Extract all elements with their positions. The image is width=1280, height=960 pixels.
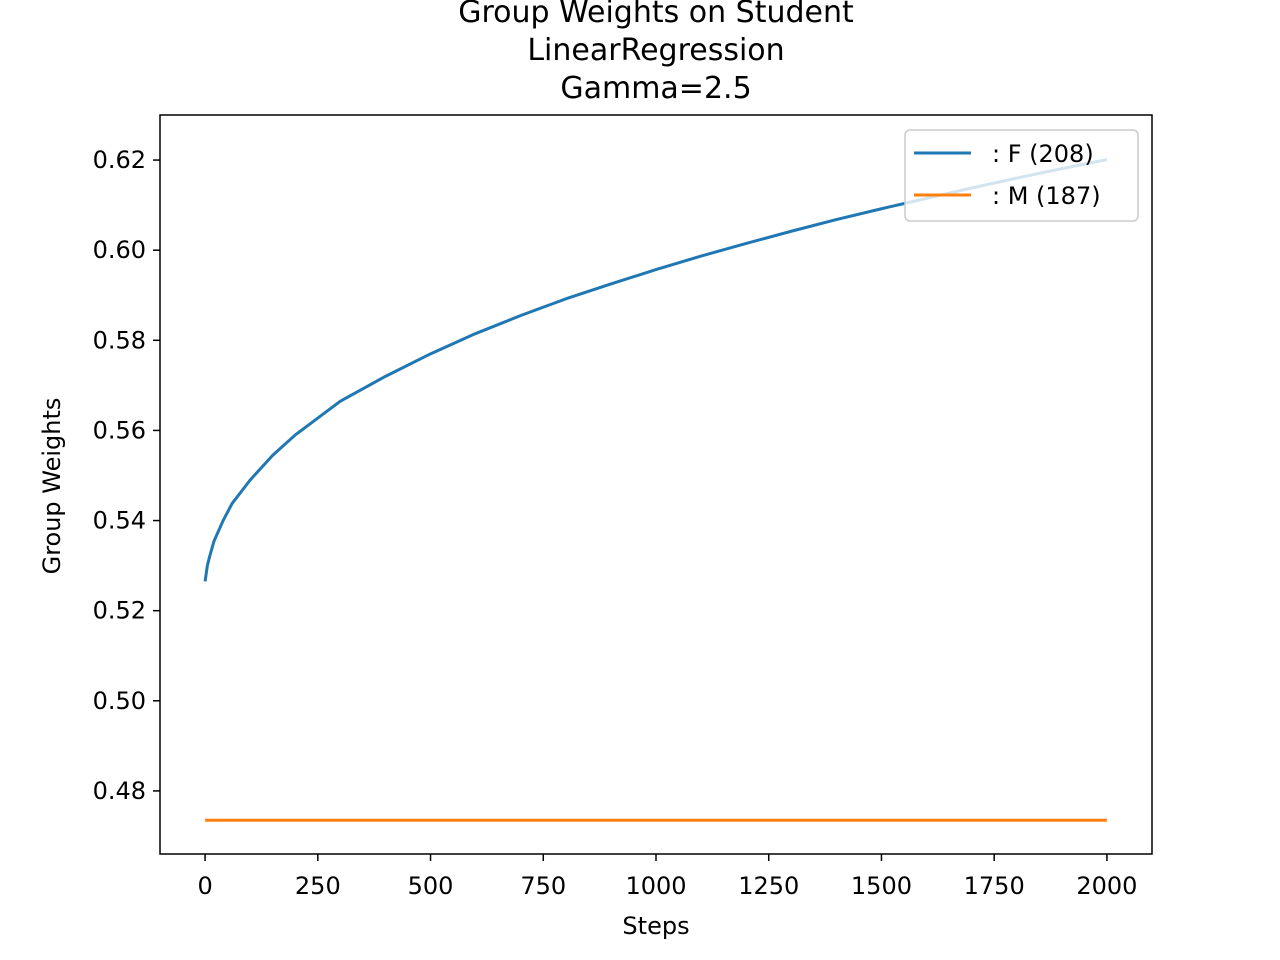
chart-title-line: Gamma=2.5 (560, 71, 751, 106)
plot-frame (159, 114, 1153, 855)
chart-title-line: LinearRegression (527, 33, 784, 68)
legend-label: : F (208) (992, 140, 1094, 168)
y-axis-ticks: 0.48 0.50 0.52 0.54 0.56 0.58 0.60 0.62 (93, 146, 160, 805)
legend-label: : M (187) (992, 182, 1101, 210)
plot-area (203, 158, 1108, 822)
legend: : F (208) : M (187) (904, 129, 1139, 222)
y-tick-label: 0.48 (93, 777, 146, 805)
series-line-f (203, 158, 1108, 582)
y-tick-label: 0.60 (93, 236, 146, 264)
y-tick-label: 0.62 (93, 146, 146, 174)
x-tick-label: 0 (197, 872, 212, 900)
chart-title-line: Group Weights on Student (458, 0, 854, 30)
chart-title: Group Weights on StudentLinearRegression… (458, 0, 854, 106)
x-tick-label: 1500 (851, 872, 912, 900)
y-tick-label: 0.52 (93, 597, 146, 625)
x-tick-label: 1250 (738, 872, 799, 900)
y-tick-label: 0.56 (93, 416, 146, 444)
x-axis-ticks: 0 250 500 750 1000 1250 1500 1750 2000 (197, 854, 1137, 900)
x-tick-label: 750 (520, 872, 566, 900)
x-tick-label: 500 (408, 872, 454, 900)
x-tick-label: 2000 (1076, 872, 1137, 900)
x-tick-label: 1750 (964, 872, 1025, 900)
y-tick-label: 0.58 (93, 326, 146, 354)
x-axis-label: Steps (622, 912, 689, 940)
series-group (203, 158, 1108, 822)
y-axis-label: Group Weights (38, 398, 66, 575)
y-tick-label: 0.54 (93, 507, 146, 535)
x-tick-label: 1000 (625, 872, 686, 900)
y-tick-label: 0.50 (93, 687, 146, 715)
x-tick-label: 250 (295, 872, 341, 900)
